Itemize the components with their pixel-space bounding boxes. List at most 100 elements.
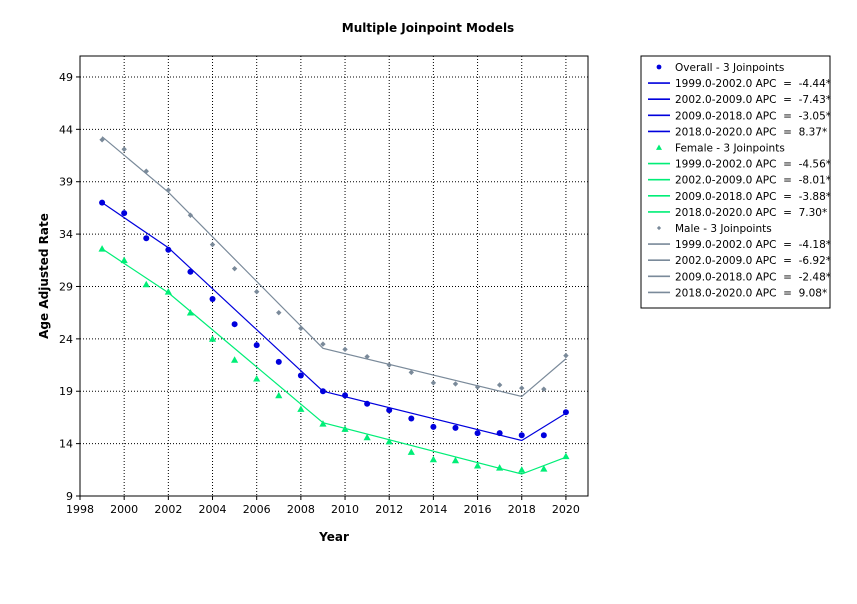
data-point [187,212,194,218]
legend-segment-label: 1999.0-2002.0 APC = -4.18* [675,239,831,251]
data-point [386,407,393,414]
axis-ticks: 1998 2000 2002 2004 2006 2008 2010 2012 2014 2016… [59,71,580,516]
y-tick-label: 14 [59,438,73,451]
y-tick-label: 34 [59,228,73,241]
data-point [473,462,482,469]
data-point [408,369,415,376]
data-point [562,409,569,416]
data-point [209,296,216,303]
legend-segment-label: 1999.0-2002.0 APC = -4.44* [675,78,831,90]
data-point [540,465,548,472]
grid [80,56,588,496]
x-tick-label: 2014 [419,503,447,516]
data-point [231,265,238,272]
x-tick-label: 2018 [508,503,536,516]
data-point [320,341,326,347]
data-point [474,384,481,390]
data-point [319,420,327,427]
data-point [297,372,304,379]
legend-segment-label: 2009.0-2018.0 APC = -3.88* [675,191,831,203]
legend-marker [656,64,662,70]
data-point [275,391,283,399]
y-tick-label: 29 [59,280,73,293]
data-point [451,456,460,464]
data-point [209,241,216,248]
data-point [142,280,150,288]
legend-segment-label: 2002.0-2009.0 APC = -8.01* [675,175,831,187]
legend-segment-label: 2002.0-2009.0 APC = -7.43* [675,94,831,106]
data-point [297,405,305,412]
data-point [407,448,415,455]
legend: Overall - 3 Joinpoints 1999.0-2002.0 APC … [640,55,831,309]
series-layer [98,136,570,475]
y-tick-label: 19 [59,385,73,398]
x-tick-label: 2002 [154,503,182,516]
data-point [518,466,526,473]
legend-segment-label: 2018.0-2020.0 APC = 9.08* [675,287,827,299]
x-tick-label: 2012 [375,503,403,516]
data-point [208,335,217,342]
fitted-line [101,248,567,475]
x-tick-label: 2020 [552,503,580,516]
x-tick-label: 2004 [199,503,227,516]
data-point [363,433,371,441]
data-point [430,423,437,430]
y-tick-label: 39 [59,176,73,189]
data-point [364,400,371,407]
x-tick-label: 1998 [66,503,94,516]
data-point [342,392,349,399]
data-point [563,352,569,359]
data-point [519,385,525,391]
legend-segment-label: 1999.0-2002.0 APC = -4.56* [675,159,831,171]
data-point [164,288,172,295]
series-1 [98,245,570,475]
fitted-line [101,202,567,442]
data-point [231,321,238,328]
data-point [120,256,128,264]
data-point [496,430,503,437]
data-point [231,356,239,363]
data-point [121,146,127,152]
legend-segment-label: 2009.0-2018.0 APC = -3.05* [675,110,831,122]
data-point [99,199,106,206]
y-tick-label: 49 [59,71,73,84]
legend-series-label: Male - 3 Joinpoints [675,223,772,235]
data-point [430,380,437,386]
data-point [165,246,172,253]
x-axis-title: Year [318,530,349,544]
legend-segment-label: 2018.0-2020.0 APC = 7.30* [675,207,827,219]
x-tick-label: 2006 [243,503,271,516]
data-point [540,432,547,439]
data-point [474,430,481,437]
data-point [364,353,370,360]
legend-segment-label: 2002.0-2009.0 APC = -6.92* [675,255,831,267]
chart-title: Multiple Joinpoint Models [342,21,514,35]
y-tick-label: 24 [59,333,73,346]
data-point [143,235,150,242]
data-point [496,464,504,471]
y-tick-label: 9 [66,490,73,503]
data-point [298,325,304,332]
data-point [319,388,326,395]
data-point [541,386,547,392]
x-tick-label: 2010 [331,503,359,516]
data-point [452,381,459,387]
data-point [275,358,282,365]
data-point [253,375,261,382]
x-tick-label: 2016 [464,503,492,516]
legend-segment-label: 2009.0-2018.0 APC = -2.48* [675,271,831,283]
data-point [386,362,392,368]
plot-area [79,55,589,497]
data-point [99,137,105,143]
legend-segment-label: 2018.0-2020.0 APC = 8.37* [675,126,827,138]
data-point [186,309,195,316]
data-point [276,309,282,316]
x-tick-label: 2008 [287,503,315,516]
x-tick-label: 2000 [110,503,138,516]
data-point [341,425,349,432]
data-point [165,187,172,193]
data-point [496,382,503,388]
fitted-line [101,136,567,398]
legend-box [640,55,831,309]
